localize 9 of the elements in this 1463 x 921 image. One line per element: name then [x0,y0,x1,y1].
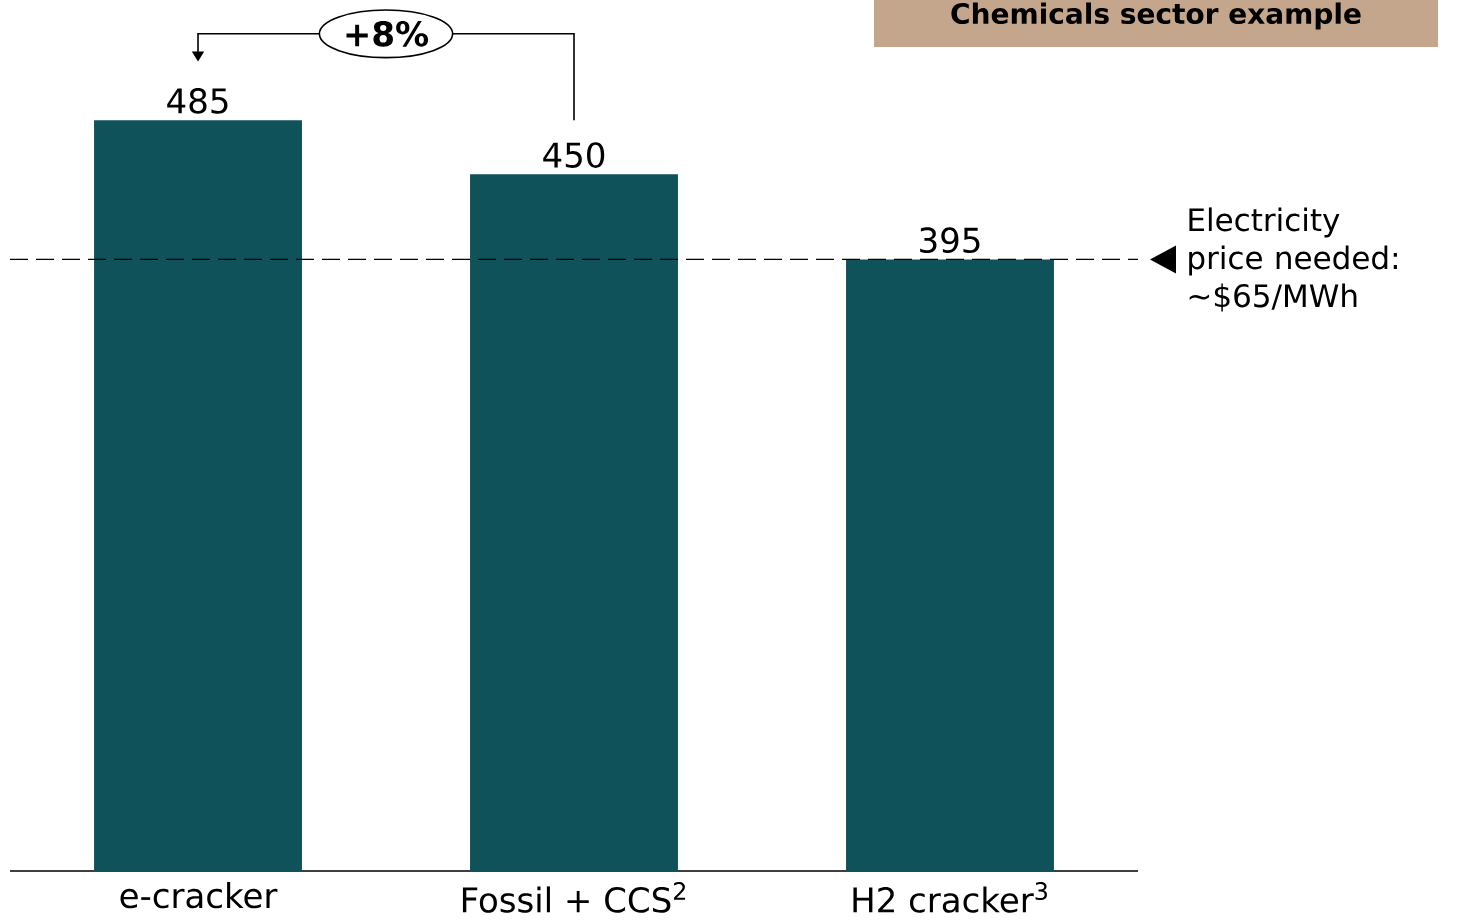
data-label: 395 [920,227,980,254]
x-tick-label: H2 cracker$^{3}$ [853,882,1047,913]
data-label: 450 [543,142,605,168]
ref-line-label: Electricity price needed: ~$65/MWh [1189,207,1397,312]
data-label: 485 [167,88,228,114]
chart-title: Chemicals sector example [951,2,1361,30]
x-tick-label: e-cracker [120,882,278,909]
x-tick-label: Fossil + CCS$^{2}$ [462,882,686,913]
text: +8% [346,20,429,47]
